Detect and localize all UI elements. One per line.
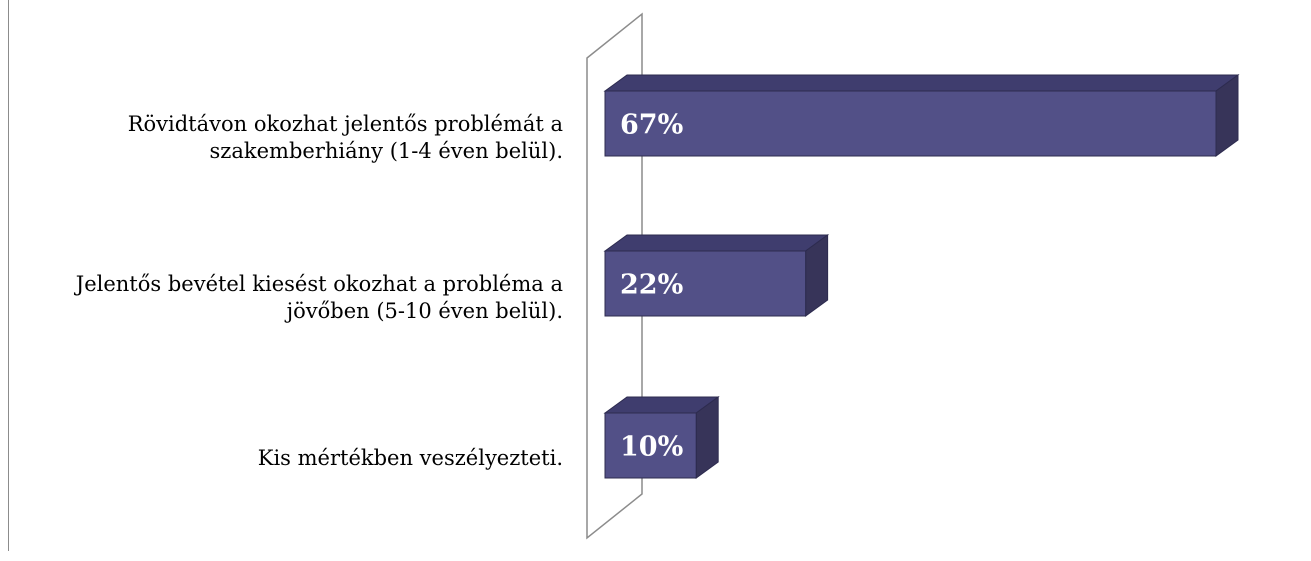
bar-2-top-face: [603, 234, 830, 252]
bar-3: 10%: [603, 396, 720, 479]
bar-3-front-face: [604, 412, 697, 479]
bar-2: 22%: [603, 234, 830, 317]
bar-1-value-label: 67%: [620, 110, 683, 141]
category-label-2-line-2: jövőben (5-10 éven belül).: [286, 299, 563, 323]
bar-group: 67% 22% 10%: [603, 74, 1240, 479]
bar-3-value-label: 10%: [620, 432, 683, 463]
category-label-1-line-1: Rövidtávon okozhat jelentős problémát a: [127, 112, 563, 136]
category-label-1-line-2: szakemberhiány (1-4 éven belül).: [209, 139, 563, 163]
left-frame-line: [8, 0, 9, 551]
bar-2-front-face: [604, 250, 807, 317]
category-label-2-line-1: Jelentős bevétel kiesést okozhat a probl…: [75, 272, 563, 296]
category-label-1: Rövidtávon okozhat jelentős problémát a …: [3, 111, 563, 165]
category-label-3-line-1: Kis mértékben veszélyezteti.: [257, 446, 563, 470]
back-wall-plane: [586, 12, 643, 540]
bar-1-top-face: [603, 74, 1240, 92]
bar-1-front-face: [604, 90, 1217, 157]
category-label-2: Jelentős bevétel kiesést okozhat a probl…: [3, 271, 563, 325]
category-label-3: Kis mértékben veszélyezteti.: [3, 445, 563, 472]
bar-1: 67%: [603, 74, 1240, 157]
bar-2-value-label: 22%: [620, 270, 683, 301]
